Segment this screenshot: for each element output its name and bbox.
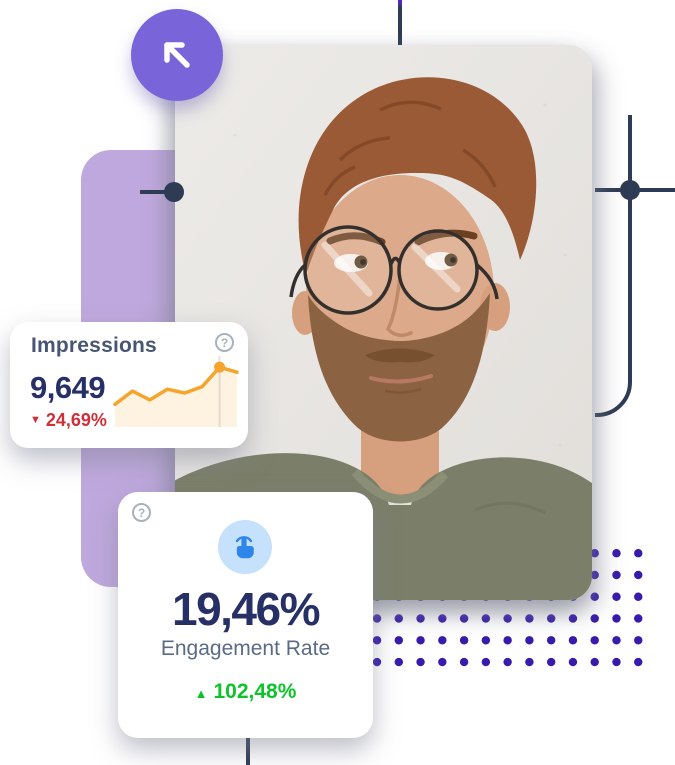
- engagement-rate-change: ▲ 102,48%: [118, 680, 373, 704]
- line-dot-decoration: [140, 182, 184, 202]
- hair: [298, 77, 537, 275]
- tshirt-collar: [351, 469, 449, 504]
- top-vertical-line-decoration: [398, 0, 402, 48]
- growth-arrow-badge[interactable]: [131, 9, 223, 101]
- bottom-vertical-line-decoration: [246, 730, 250, 765]
- impressions-stat-card: Impressions ? 9,649 ▼ 24,69%: [10, 322, 248, 448]
- tap-gesture-icon: [235, 536, 254, 559]
- mouth: [369, 374, 433, 384]
- beard: [308, 293, 490, 442]
- impressions-value: 9,649: [30, 370, 106, 405]
- chart-highlight-dot[interactable]: [214, 361, 226, 373]
- impressions-sparkline-chart: [113, 356, 239, 427]
- help-icon[interactable]: ?: [215, 333, 234, 352]
- help-icon[interactable]: ?: [132, 503, 151, 522]
- engagement-change-value: 102,48%: [213, 680, 297, 703]
- impressions-title: Impressions: [31, 334, 157, 357]
- trend-up-icon: ▲: [194, 686, 208, 701]
- glasses: [289, 225, 499, 315]
- nose: [385, 275, 413, 337]
- impressions-change-value: 24,69%: [45, 410, 107, 430]
- arrow-up-left-icon: [164, 42, 190, 68]
- engagement-rate-label: Engagement Rate: [160, 637, 331, 660]
- engagement-rate-stat-card: ? 19,46% Engagement Rate ▲ 102,48%: [118, 492, 373, 738]
- mustache: [365, 348, 435, 363]
- trend-down-icon: ▼: [30, 414, 41, 426]
- impressions-change: ▼ 24,69%: [30, 410, 107, 431]
- crosshair-line-decoration: [595, 115, 675, 417]
- tap-icon-badge: [218, 520, 272, 574]
- lens-glare: [321, 241, 461, 297]
- crosshair-dot: [620, 180, 640, 200]
- hair-curl-strokes: [323, 100, 497, 196]
- engagement-rate-value: 19,46%: [171, 583, 321, 635]
